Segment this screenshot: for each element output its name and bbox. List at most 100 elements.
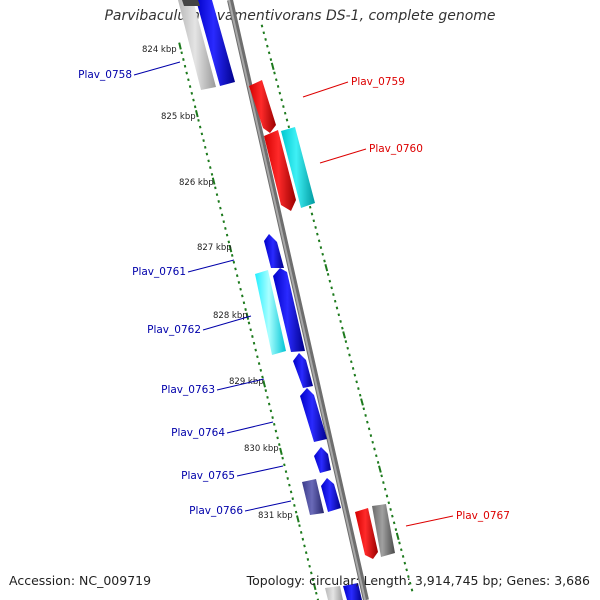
gene-label-plav-0762[interactable]: Plav_0762 (147, 324, 201, 336)
gene-block-plav-0762a[interactable] (255, 270, 286, 355)
minor-tick (316, 232, 319, 236)
minor-tick (267, 51, 271, 55)
minor-tick (235, 274, 239, 278)
gene-block-plav-0762b[interactable] (273, 268, 305, 352)
minor-tick (188, 85, 192, 88)
minor-tick (380, 474, 383, 478)
minor-tick (209, 166, 212, 170)
minor-tick (260, 24, 264, 28)
gene-label-plav-0765[interactable]: Plav_0765 (181, 470, 235, 482)
minor-tick (276, 85, 280, 88)
minor-tick (291, 497, 294, 501)
gene-label-plav-0767[interactable]: Plav_0767 (456, 510, 510, 522)
minor-tick (276, 436, 279, 440)
major-tick (324, 264, 329, 272)
gene-block-plav-0759[interactable] (249, 80, 276, 133)
scale-labels: 824 kbp 825 kbp 826 kbp 827 kbp 828 kbp … (142, 45, 293, 521)
scale-label: 828 kbp (213, 311, 248, 321)
minor-tick (311, 578, 315, 582)
leader-line (187, 259, 235, 273)
minor-tick (264, 389, 268, 392)
gene-block[interactable] (182, 0, 200, 6)
minor-tick (371, 440, 374, 444)
gene-block-plav-0766a[interactable] (302, 479, 324, 515)
gene-block-plav-0758[interactable] (196, 0, 235, 86)
minor-tick (401, 555, 405, 558)
gene-label-plav-0759[interactable]: Plav_0759 (351, 76, 405, 88)
minor-tick (308, 564, 311, 568)
minor-tick (400, 548, 403, 552)
gene-block[interactable] (178, 0, 216, 90)
major-tick (228, 245, 233, 253)
gene-label-plav-0763[interactable]: Plav_0763 (161, 384, 215, 396)
minor-tick (326, 273, 330, 276)
minor-tick (225, 233, 229, 237)
minor-tick (357, 387, 360, 390)
minor-tick (387, 501, 391, 505)
leader-line (202, 315, 252, 331)
scale-label: 830 kbp (244, 444, 279, 454)
minor-tick (182, 58, 185, 61)
minor-tick (254, 348, 257, 352)
gene-block-plav-0767a[interactable] (355, 508, 378, 559)
gene-block-plav-0760b[interactable] (281, 127, 315, 208)
minor-tick (204, 145, 207, 149)
major-tick (270, 62, 275, 70)
minor-tick (274, 429, 278, 433)
gene-label-plav-0766[interactable]: Plav_0766 (189, 505, 243, 517)
minor-tick (202, 139, 205, 142)
minor-tick (394, 528, 398, 531)
minor-tick (252, 341, 256, 345)
leader-line (302, 81, 349, 98)
minor-tick (350, 360, 353, 364)
minor-tick (230, 254, 234, 257)
minor-tick (198, 125, 202, 129)
minor-tick (316, 598, 320, 600)
minor-tick (261, 375, 264, 379)
gene-block-plav-0763[interactable] (293, 353, 313, 388)
minor-tick (385, 494, 389, 498)
gene-label-plav-0758[interactable]: Plav_0758 (78, 69, 132, 81)
gene-block-plav-0765[interactable] (314, 447, 331, 473)
minor-tick (332, 293, 335, 296)
minor-tick (180, 51, 183, 55)
gene-block-plav-0761[interactable] (264, 234, 284, 268)
minor-tick (187, 78, 190, 82)
minor-tick (391, 514, 394, 518)
minor-tick (410, 588, 414, 592)
gene-block-plav-0760a[interactable] (264, 130, 296, 211)
minor-tick (321, 252, 324, 256)
minor-tick (312, 219, 316, 223)
minor-tick (286, 476, 289, 480)
gene-block-plav-0767b[interactable] (372, 504, 395, 557)
gene-block-plav-0766b[interactable] (321, 478, 341, 512)
minor-tick (298, 524, 301, 528)
minor-tick (190, 91, 194, 95)
minor-tick (341, 326, 344, 330)
major-tick (342, 331, 346, 339)
minor-tick (376, 461, 380, 464)
gene-label-plav-0760[interactable]: Plav_0760 (369, 143, 423, 155)
minor-tick (278, 91, 282, 95)
major-tick (245, 312, 250, 320)
minor-tick (271, 416, 274, 419)
leader-line (319, 148, 367, 164)
minor-tick (366, 420, 369, 424)
footer-summary: Topology: circular; Length: 3,914,745 bp… (246, 573, 590, 588)
minor-tick (227, 240, 231, 244)
minor-tick (237, 281, 241, 284)
minor-tick (241, 294, 244, 298)
minor-tick (303, 544, 306, 548)
gene-block-plav-0764[interactable] (300, 388, 327, 442)
minor-tick (193, 105, 197, 109)
minor-tick (259, 368, 263, 372)
gene-label-plav-0761[interactable]: Plav_0761 (132, 266, 186, 278)
gene-block[interactable] (343, 583, 362, 600)
leader-line (405, 515, 454, 527)
minor-tick (301, 537, 305, 541)
scale-label: 829 kbp (229, 377, 264, 387)
minor-tick (304, 551, 308, 555)
gene-block[interactable] (325, 586, 343, 600)
minor-tick (283, 111, 287, 115)
gene-label-plav-0764[interactable]: Plav_0764 (171, 427, 225, 439)
